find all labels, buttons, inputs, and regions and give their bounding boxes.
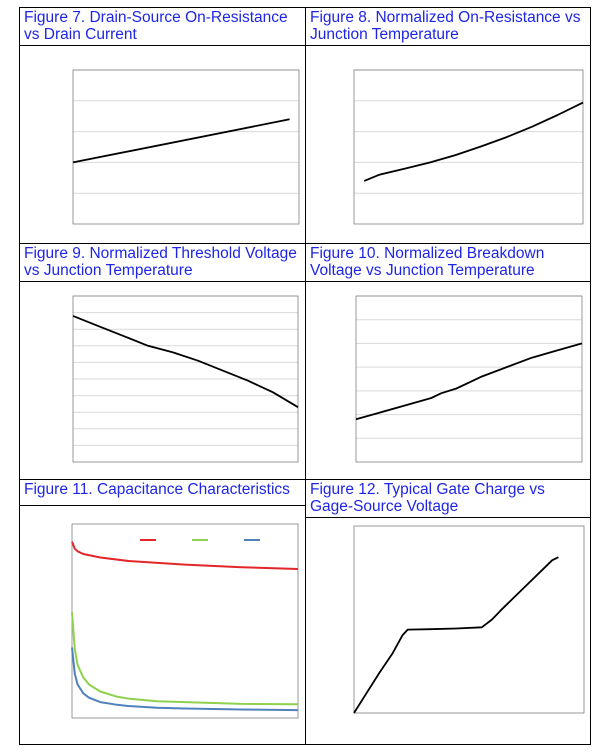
plot-area <box>72 69 300 225</box>
figure-11-chart <box>71 523 299 719</box>
figure-9-panel: Figure 9. Normalized Threshold Voltage v… <box>20 244 306 480</box>
series-line <box>71 541 299 570</box>
figure-8-title: Figure 8. Normalized On-Resistance vs Ju… <box>306 8 590 46</box>
plot-area <box>353 525 585 714</box>
series-line <box>72 315 299 408</box>
figure-8-chart <box>353 69 584 225</box>
figure-7-panel: Figure 7. Drain-Source On-Resistance vs … <box>20 8 306 244</box>
figure-7-chart <box>72 69 300 225</box>
series-line <box>71 612 299 706</box>
figure-12-panel: Figure 12. Typical Gate Charge vs Gage-S… <box>306 480 591 745</box>
figure-8-panel: Figure 8. Normalized On-Resistance vs Ju… <box>306 8 591 244</box>
figure-12-chart <box>353 525 585 714</box>
figure-10-chart <box>355 295 583 463</box>
figure-12-title: Figure 12. Typical Gate Charge vs Gage-S… <box>306 480 590 518</box>
figure-9-title: Figure 9. Normalized Threshold Voltage v… <box>20 244 305 282</box>
figure-11-panel: Figure 11. Capacitance Characteristics <box>20 480 306 745</box>
series-line <box>72 118 290 164</box>
figure-9-chart <box>72 295 299 463</box>
series-line <box>363 101 584 182</box>
series-line <box>71 647 299 712</box>
plot-area <box>72 295 299 463</box>
series-line <box>355 342 583 421</box>
figure-11-title: Figure 11. Capacitance Characteristics <box>20 480 305 506</box>
figure-grid: Figure 7. Drain-Source On-Resistance vs … <box>19 7 591 745</box>
plot-area <box>353 69 584 225</box>
plot-area <box>355 295 583 463</box>
figure-7-title: Figure 7. Drain-Source On-Resistance vs … <box>20 8 305 46</box>
plot-area <box>71 523 299 719</box>
figure-10-title: Figure 10. Normalized Breakdown Voltage … <box>306 244 590 282</box>
series-line <box>353 556 559 714</box>
figure-10-panel: Figure 10. Normalized Breakdown Voltage … <box>306 244 591 480</box>
